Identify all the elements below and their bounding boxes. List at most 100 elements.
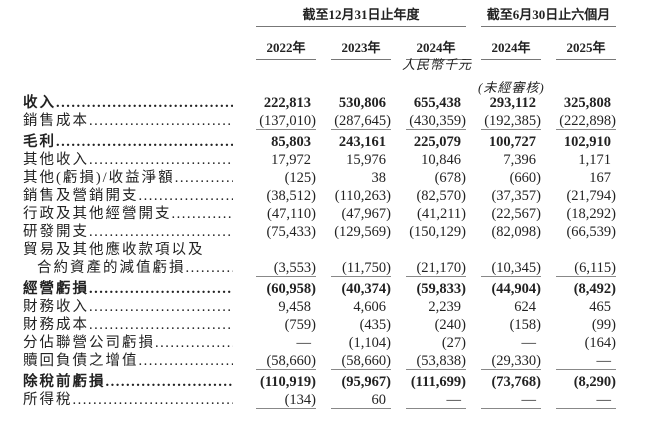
row-label: 分佔聯營公司虧損 [23,335,155,351]
value-cell: (111,699) [410,374,466,390]
dot-leader [56,133,233,151]
value-cell: (29,330) [481,352,541,370]
value-cell: — [556,352,616,370]
year-2024-interim: 2024年 [481,37,541,60]
dot-leader [139,187,234,205]
value-cell: — [406,391,466,409]
dot-leader [106,373,234,391]
value-cell: (1,104) [348,335,391,351]
value-cell: 9,458 [278,299,311,315]
value-cell: 10,846 [421,152,461,168]
currency-unit: 人民幣千元 [402,57,473,72]
dot-leader [89,112,233,130]
value-cell: (75,433) [266,224,316,240]
table-row-impairment-heading: 貿易及其他應收款項以及 [23,241,616,259]
value-cell: 38 [371,170,387,186]
value-cell: (660) [509,170,541,186]
row-label: 銷售及營銷開支 [23,188,139,204]
value-cell: (47,110) [267,206,316,222]
dot-leader [56,94,233,112]
value-cell: 4,606 [353,299,386,315]
value-cell: 243,161 [338,134,386,150]
row-label-cell: 收入 [23,94,233,112]
dot-leader [155,334,233,352]
value-cell: (287,645) [331,112,391,130]
value-cell: (134) [256,391,316,409]
value-cell: (8,492) [573,281,616,297]
value-cell: (99) [591,317,616,333]
value-cell: (10,345) [481,259,541,277]
value-cell: (38,512) [266,188,316,204]
dot-leader [89,316,233,334]
value-cell: 167 [589,170,611,186]
value-cell: 60 [331,391,391,409]
row-label: 銷售成本 [23,113,89,129]
value-cell: 465 [589,299,611,315]
year-2024: 2024年 [406,37,466,60]
income-statement-table: 收入 222,813 530,806 655,438 293,112 325,808 銷售… [23,94,616,409]
value-cell: 1,171 [578,152,611,168]
value-cell: 325,808 [563,95,611,111]
value-cell: (66,539) [566,224,616,240]
row-label-cell: 財務成本 [23,316,233,334]
value-cell: 293,112 [489,95,536,111]
value-cell: (27) [441,335,466,351]
value-cell: 655,438 [413,95,461,111]
value-cell: (240) [434,317,466,333]
value-cell: (125) [284,170,316,186]
value-cell: 102,910 [563,134,611,150]
value-cell: (44,904) [491,281,541,297]
row-label: 經營虧損 [23,281,89,297]
value-cell: (41,211) [417,206,466,222]
table-row-other-income: 其他收入 17,972 15,976 10,846 7,396 1,171 [23,151,616,169]
value-cell: 100,727 [488,134,536,150]
value-cell: (82,570) [416,188,466,204]
value-cell: (21,170) [406,259,466,277]
table-row-redemption-liability: 贖回負債之增值 (58,660) (58,660) (53,838) (29,330) — [23,352,616,370]
value-cell: (37,357) [491,188,541,204]
value-cell: 85,803 [271,134,311,150]
value-cell: (3,553) [256,259,316,277]
table-row-other-net: 其他(虧損)/收益淨額 (125) 38 (678) (660) 167 [23,169,616,187]
row-label: 合約資產的減值虧損 [37,260,186,276]
value-cell: (759) [284,317,316,333]
dot-leader [89,280,233,298]
value-cell: (60,958) [266,281,316,297]
row-label: 研發開支 [23,224,89,240]
dot-leader [175,169,233,187]
row-label: 財務收入 [23,299,89,315]
dot-leader [73,391,234,409]
value-cell: (164) [584,335,616,351]
table-row-income-tax: 所得稅 (134) 60 — — — [23,391,616,409]
table-row-selling-expenses: 銷售及營銷開支 (38,512) (110,263) (82,570) (37,357)… [23,187,616,205]
row-label: 行政及其他經營開支 [23,206,172,222]
row-label-cell: 銷售成本 [23,112,233,130]
row-label: 所得稅 [23,392,73,408]
year-2022: 2022年 [256,37,316,60]
table-row-finance-income: 財務收入 9,458 4,606 2,239 624 465 [23,298,616,316]
value-cell: (18,292) [566,206,616,222]
row-label-cell: 銷售及營銷開支 [23,187,233,205]
value-cell: (58,660) [256,352,316,370]
value-cell: (47,967) [341,206,391,222]
dot-leader [89,151,233,169]
row-label-cell: 除稅前虧損 [23,373,233,391]
row-label-cell: 財務收入 [23,298,233,316]
table-row-admin-expenses: 行政及其他經營開支 (47,110) (47,967) (41,211) (22,567… [23,205,616,223]
row-label-cell: 經營虧損 [23,280,233,298]
value-cell: 15,976 [346,152,386,168]
year-2025-interim: 2025年 [556,37,616,60]
value-cell: (73,768) [491,374,541,390]
value-cell: (58,660) [331,352,391,370]
row-label-cell: 行政及其他經營開支 [23,205,233,223]
value-cell: (222,898) [556,112,616,130]
value-cell: (150,129) [409,224,466,240]
table-row-loss-before-tax: 除稅前虧損 (110,919) (95,967) (111,699) (73,768) (… [23,373,616,391]
value-cell: 225,079 [413,134,461,150]
value-cell: (435) [359,317,391,333]
value-cell: — [521,335,537,351]
unaudited-note: (未經審核) [478,80,545,95]
value-cell: (22,567) [491,206,541,222]
row-label: 贖回負債之增值 [23,353,139,369]
value-cell: 530,806 [338,95,386,111]
